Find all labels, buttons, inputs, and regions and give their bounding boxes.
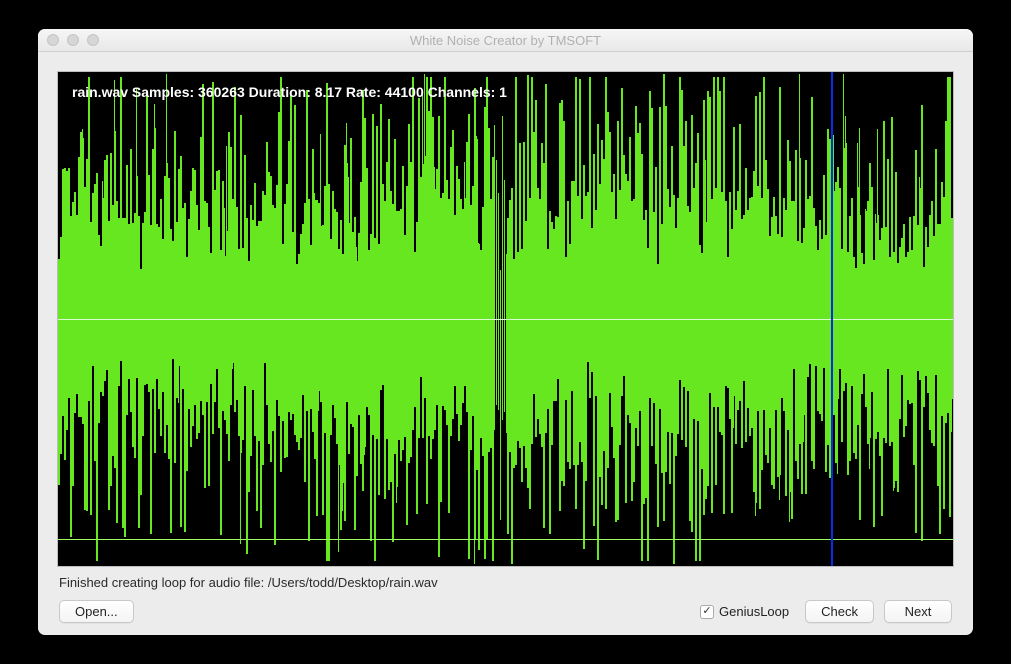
titlebar: White Noise Creator by TMSOFT — [38, 29, 973, 52]
check-button[interactable]: Check — [805, 600, 874, 623]
open-button[interactable]: Open... — [59, 600, 134, 623]
waveform-info-label: rain.wav Samples: 360263 Duration: 8.17 … — [72, 84, 507, 100]
traffic-lights — [38, 34, 99, 46]
app-window: White Noise Creator by TMSOFT rain.wav S… — [38, 29, 973, 635]
waveform-center-line — [58, 319, 953, 320]
content-area: rain.wav Samples: 360263 Duration: 8.17 … — [38, 52, 973, 635]
next-button[interactable]: Next — [884, 600, 952, 623]
waveform-bottom-line — [58, 539, 953, 540]
geniusloop-label: GeniusLoop — [719, 604, 789, 619]
waveform-display[interactable]: rain.wav Samples: 360263 Duration: 8.17 … — [57, 71, 954, 567]
zoom-icon[interactable] — [87, 34, 99, 46]
button-row: Open... ✓ GeniusLoop Check Next — [57, 590, 954, 623]
geniusloop-checkbox[interactable]: ✓ GeniusLoop — [700, 604, 789, 619]
status-label: Finished creating loop for audio file: /… — [57, 567, 954, 590]
minimize-icon[interactable] — [67, 34, 79, 46]
close-icon[interactable] — [47, 34, 59, 46]
playhead-cursor[interactable] — [831, 72, 833, 566]
window-title: White Noise Creator by TMSOFT — [38, 33, 973, 48]
checkmark-icon: ✓ — [700, 605, 714, 619]
